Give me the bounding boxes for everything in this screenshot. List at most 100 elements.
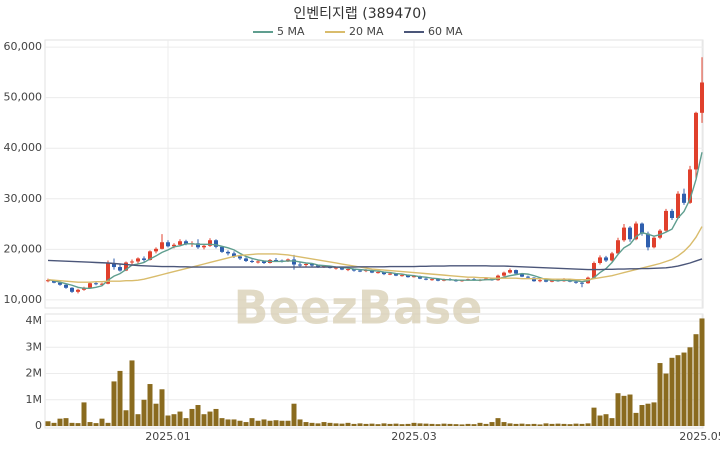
volume-bar (663, 373, 669, 426)
volume-bar (105, 422, 111, 426)
volume-bar (507, 423, 513, 426)
volume-bar (261, 419, 267, 426)
candle-body (580, 282, 584, 284)
volume-bar (213, 408, 219, 426)
volume-bar (615, 393, 621, 426)
candle-body (406, 275, 410, 278)
volume-bar (555, 423, 561, 426)
candle-body (574, 281, 578, 283)
volume-bar (435, 424, 441, 426)
candle-body (316, 265, 320, 268)
candle-body (232, 253, 236, 257)
volume-bar (57, 418, 63, 426)
volume-bar (561, 423, 567, 426)
candle-body (214, 240, 218, 247)
candle-body (592, 262, 596, 278)
volume-bar (609, 418, 615, 426)
volume-bar (447, 423, 453, 426)
candle-body (418, 276, 422, 279)
volume-bar (429, 423, 435, 426)
candle-body (670, 210, 674, 218)
volume-bar (453, 424, 459, 426)
candle-body (262, 261, 266, 263)
candle-body (250, 260, 254, 262)
candle-body (226, 251, 230, 254)
candle-body (100, 283, 104, 285)
volume-bar (489, 422, 495, 426)
y-tick-label: 4M (26, 314, 43, 327)
volume-bar (693, 334, 699, 426)
volume-bar (525, 424, 531, 426)
volume-bar (411, 422, 417, 426)
legend-label: 60 MA (428, 25, 463, 38)
volume-bar (369, 423, 375, 426)
volume-bar (591, 407, 597, 426)
candle-body (520, 273, 524, 277)
volume-bar (567, 424, 573, 426)
volume-bar (351, 423, 357, 426)
volume-bar (189, 408, 195, 426)
volume-bar (513, 423, 519, 426)
candle-body (616, 240, 620, 254)
candle-body (172, 244, 176, 247)
candle-body (46, 280, 50, 282)
volume-bar (339, 423, 345, 426)
y-tick-label: 40,000 (4, 141, 43, 154)
volume-bar (501, 422, 507, 426)
candle-body (274, 259, 278, 261)
volume-bar (171, 414, 177, 426)
candle-body (388, 273, 392, 275)
legend-label: 5 MA (277, 25, 305, 38)
volume-bar (417, 423, 423, 426)
candle-body (94, 283, 98, 285)
volume-bar (375, 424, 381, 426)
candle-body (208, 240, 212, 246)
candle-body (220, 246, 224, 252)
volume-bar (531, 423, 537, 426)
volume-bar (645, 403, 651, 426)
candle-body (154, 248, 158, 252)
volume-bar (165, 415, 171, 426)
candle-body (70, 287, 74, 292)
volume-bar (495, 418, 501, 426)
candle-body (436, 279, 440, 281)
volume-bar (441, 423, 447, 426)
volume-bar (225, 419, 231, 426)
chart-title: 인벤티지랩 (389470) (293, 6, 426, 22)
candle-body (382, 272, 386, 275)
volume-bar (303, 422, 309, 426)
candle-body (646, 233, 650, 248)
volume-bar (99, 418, 105, 426)
candle-body (424, 278, 428, 280)
candle-body (178, 241, 182, 245)
price-panel (44, 39, 704, 309)
candle-body (610, 253, 614, 261)
y-tick-label: 20,000 (4, 242, 43, 255)
volume-bar (159, 389, 165, 426)
ma-line (47, 258, 703, 271)
candle-body (340, 267, 344, 270)
volume-bar (255, 420, 261, 426)
volume-bar (483, 423, 489, 426)
x-tick-label: 2025.03 (391, 430, 437, 443)
candle-body (634, 223, 638, 240)
y-tick-label: 10,000 (4, 293, 43, 306)
candle-body (244, 258, 248, 261)
legend-label: 20 MA (349, 25, 384, 38)
candle-body (310, 264, 314, 266)
volume-bar (75, 423, 81, 426)
candle-body (676, 193, 680, 218)
volume-bar (195, 405, 201, 426)
candle-body (688, 169, 692, 203)
candle-body (76, 289, 80, 292)
volume-bar (657, 363, 663, 426)
volume-bar (471, 424, 477, 426)
volume-bar (153, 403, 159, 426)
volume-bar (669, 357, 675, 426)
volume-bar (399, 424, 405, 426)
candle-body (682, 193, 686, 203)
volume-bar (387, 423, 393, 426)
y-tick-label: 30,000 (4, 192, 43, 205)
candle-body (130, 261, 134, 263)
